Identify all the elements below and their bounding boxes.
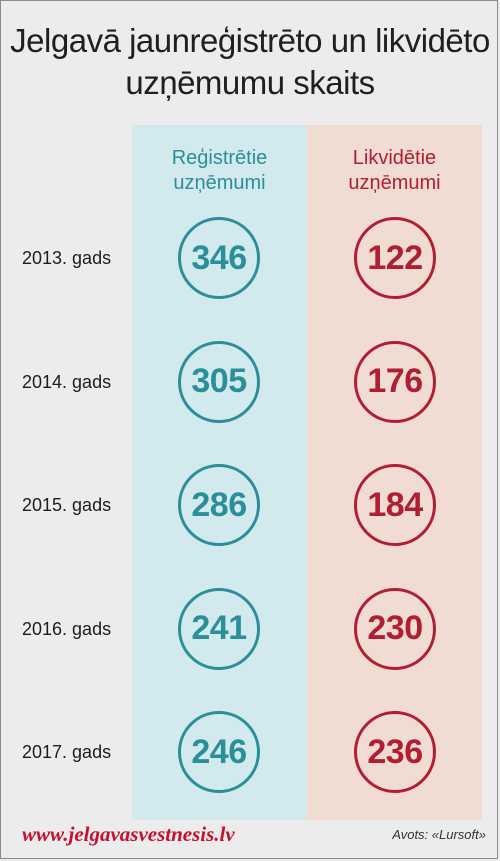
chart-title: Jelgavā jaunreģistrēto un likvidēto uzņē…: [0, 20, 500, 104]
row-label-year: 2017. gads: [22, 742, 112, 762]
row-label-year: 2015. gads: [22, 495, 112, 515]
registered-count-circle: 305: [178, 340, 260, 423]
registered-header-line-2: uzņēmumi: [173, 172, 266, 194]
liquidated-count-circle: 176: [354, 340, 436, 423]
liquidated-count-circle: 122: [354, 217, 436, 299]
liquidated-column-header: Likvidētie uzņēmumi: [307, 146, 482, 196]
chart-title-line-1: Jelgavā jaunreģistrēto un likvidēto: [10, 22, 490, 59]
row-label-year: 2014. gads: [22, 371, 112, 392]
liquidated-count-circle: 236: [354, 711, 436, 793]
row-label-year: 2013. gads: [22, 248, 112, 268]
liquidated-count-circle: 184: [354, 464, 436, 546]
footer-source: Avots: «Lursoft»: [392, 827, 486, 842]
liquidated-header-line-2: uzņēmumi: [348, 172, 441, 194]
chart-title-line-2: uzņēmumu skaits: [125, 64, 375, 101]
registered-column-header: Reģistrētie uzņēmumi: [132, 146, 307, 196]
registered-count-circle: 246: [178, 711, 260, 793]
footer-url-link[interactable]: www.jelgavasvestnesis.lv: [22, 822, 235, 846]
registered-count-circle: 346: [178, 217, 260, 299]
liquidated-count-circle: 230: [354, 587, 436, 670]
registered-count-circle: 241: [178, 587, 260, 670]
liquidated-header-line-1: Likvidētie: [352, 147, 437, 169]
registered-count-circle: 286: [178, 464, 260, 546]
row-label-year: 2016. gads: [22, 618, 112, 639]
registered-header-line-1: Reģistrētie: [171, 147, 268, 169]
